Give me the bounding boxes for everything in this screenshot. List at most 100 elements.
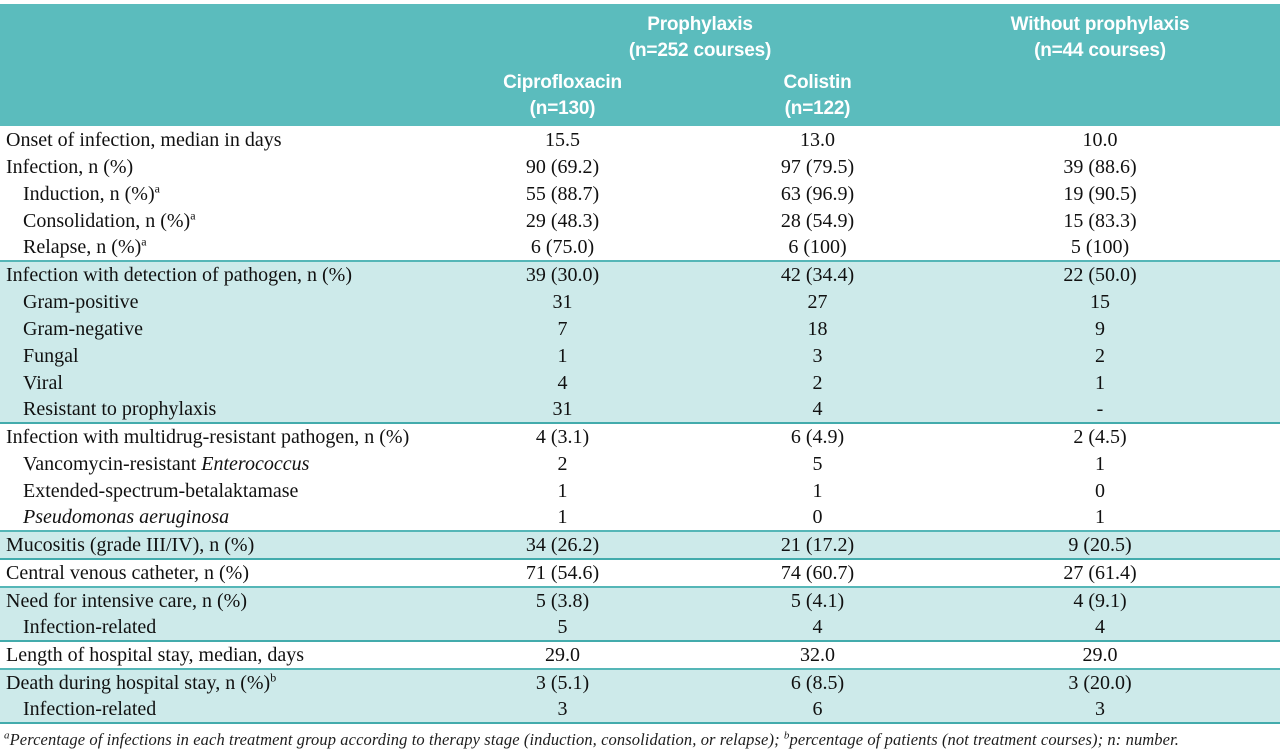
row-label: Fungal	[0, 342, 445, 369]
cell-ciprofloxacin: 55 (88.7)	[525, 182, 600, 205]
row-label-text: Infection with multidrug-resistant patho…	[6, 426, 410, 448]
row-label-text: Induction, n (%)	[23, 182, 155, 205]
table-row: Gram-negative 7 18 9	[0, 315, 1280, 342]
cell-colistin: 0	[812, 506, 823, 528]
footnote-text-a: Percentage of infections in each treatme…	[9, 730, 784, 749]
cell-without: 15	[955, 288, 1280, 315]
cell-colistin: 4	[680, 396, 955, 424]
cell-without: 29.0	[1082, 644, 1118, 666]
cell-ciprofloxacin: 3	[445, 696, 680, 724]
cell-without: 4 (9.1)	[955, 586, 1280, 614]
row-label: Viral	[0, 369, 445, 396]
row-label-species: Pseudomonas aeruginosa	[23, 506, 230, 528]
row-label: Onset of infection, median in days	[0, 126, 445, 153]
cell-ciprofloxacin: 1	[557, 479, 568, 502]
cell-colistin: 74 (60.7)	[780, 562, 855, 584]
cell-without: 5 (100)	[1070, 236, 1130, 258]
cell-ciprofloxacin: 31	[445, 288, 680, 315]
cell-ciprofloxacin: 1	[445, 342, 680, 369]
row-label-text: Infection with detection of pathogen, n …	[6, 264, 352, 286]
row-label-text: Resistant to prophylaxis	[23, 398, 217, 420]
cell-ciprofloxacin: 5	[445, 614, 680, 642]
cell-without: 39 (88.6)	[1063, 155, 1137, 178]
row-label: Induction, n (%)a	[0, 180, 445, 207]
table-row: Infection-related 3 6 3	[0, 696, 1280, 724]
row-label-text: Mucositis (grade III/IV), n (%)	[6, 534, 255, 556]
data-table: Prophylaxis (n=252 courses) Without prop…	[0, 4, 1280, 724]
row-label-text: Onset of infection, median in days	[6, 128, 282, 151]
cell-colistin: 6 (100)	[788, 236, 847, 258]
cell-without: 0	[1095, 479, 1105, 502]
cell-colistin: 2	[680, 369, 955, 396]
table-footnote: aPercentage of infections in each treatm…	[0, 724, 1280, 750]
cell-colistin: 42 (34.4)	[680, 260, 955, 288]
cell-ciprofloxacin: 3 (5.1)	[445, 668, 680, 696]
cell-without: 1	[1095, 452, 1105, 475]
table-row: Consolidation, n (%)a 29 (48.3) 28 (54.9…	[0, 207, 1280, 234]
cell-without: 2	[955, 342, 1280, 369]
table-row: Gram-positive 31 27 15	[0, 288, 1280, 315]
row-label-text: Infection-related	[23, 616, 157, 638]
table-row: Mucositis (grade III/IV), n (%) 34 (26.2…	[0, 530, 1280, 560]
table-row: Resistant to prophylaxis 31 4 -	[0, 396, 1280, 424]
cell-ciprofloxacin: 15.5	[545, 128, 580, 151]
cell-colistin: 6	[680, 696, 955, 724]
row-label: Central venous catheter, n (%)	[0, 559, 445, 587]
footnote-marker-a: a	[4, 729, 10, 742]
cell-without: 22 (50.0)	[955, 260, 1280, 288]
cell-colistin: 27	[680, 288, 955, 315]
cell-colistin: 28 (54.9)	[780, 209, 855, 232]
cell-colistin: 18	[680, 315, 955, 342]
cell-ciprofloxacin: 29.0	[545, 644, 580, 666]
table-row: Viral 4 2 1	[0, 369, 1280, 396]
row-label-text: Need for intensive care, n (%)	[6, 590, 247, 612]
table-row: Pseudomonas aeruginosa 1 0 1	[0, 504, 1280, 531]
footnote-marker: a	[154, 180, 160, 195]
prophylaxis-group-n: (n=252 courses)	[628, 40, 772, 61]
cell-colistin: 5 (4.1)	[680, 586, 955, 614]
cell-colistin: 32.0	[800, 644, 835, 666]
header-ciprofloxacin: Ciprofloxacin (n=130)	[445, 70, 680, 126]
row-label: Death during hospital stay, n (%)b	[0, 668, 445, 696]
cell-without: 1	[1095, 506, 1105, 528]
cell-without: 2 (4.5)	[1073, 426, 1127, 448]
row-label-text: Death during hospital stay, n (%)	[6, 672, 271, 694]
row-label-text: Infection-related	[23, 698, 157, 720]
row-label-text: Consolidation, n (%)	[23, 209, 191, 232]
row-label: Consolidation, n (%)a	[0, 207, 445, 234]
row-label: Gram-negative	[0, 315, 445, 342]
row-label-text: Gram-positive	[23, 290, 139, 313]
row-label: Extended-spectrum-betalaktamase	[0, 477, 445, 504]
ciprofloxacin-title: Ciprofloxacin	[503, 72, 622, 93]
table-row: Extended-spectrum-betalaktamase 1 1 0	[0, 477, 1280, 504]
row-label: Infection-related	[0, 614, 445, 642]
cell-colistin: 4	[680, 614, 955, 642]
cell-ciprofloxacin: 31	[445, 396, 680, 424]
colistin-title: Colistin	[783, 72, 852, 93]
row-label-text: Extended-spectrum-betalaktamase	[23, 479, 299, 502]
table-row: Infection with multidrug-resistant patho…	[0, 423, 1280, 450]
cell-without: 27 (61.4)	[1063, 562, 1137, 584]
header-empty-cell	[955, 70, 1280, 126]
row-label-text: Relapse, n (%)	[23, 236, 142, 258]
table-row: Infection with detection of pathogen, n …	[0, 260, 1280, 288]
table-row: Infection, n (%) 90 (69.2) 97 (79.5) 39 …	[0, 153, 1280, 180]
row-label: Mucositis (grade III/IV), n (%)	[0, 530, 445, 560]
row-label: Infection, n (%)	[0, 153, 445, 180]
row-label: Gram-positive	[0, 288, 445, 315]
footnote-marker: b	[270, 670, 277, 685]
cell-colistin: 6 (8.5)	[680, 668, 955, 696]
cell-colistin: 6 (4.9)	[790, 426, 845, 448]
table-row: Central venous catheter, n (%) 71 (54.6)…	[0, 559, 1280, 587]
table-header: Prophylaxis (n=252 courses) Without prop…	[0, 4, 1280, 126]
table-row: Infection-related 5 4 4	[0, 614, 1280, 642]
cell-ciprofloxacin: 4 (3.1)	[535, 426, 590, 448]
row-label: Need for intensive care, n (%)	[0, 586, 445, 614]
cell-without: -	[955, 396, 1280, 424]
without-group-title: Without prophylaxis	[1010, 14, 1190, 35]
cell-ciprofloxacin: 71 (54.6)	[525, 562, 600, 584]
row-label: Pseudomonas aeruginosa	[0, 504, 445, 531]
cell-without: 9	[955, 315, 1280, 342]
row-label-text: Length of hospital stay, median, days	[6, 644, 305, 666]
